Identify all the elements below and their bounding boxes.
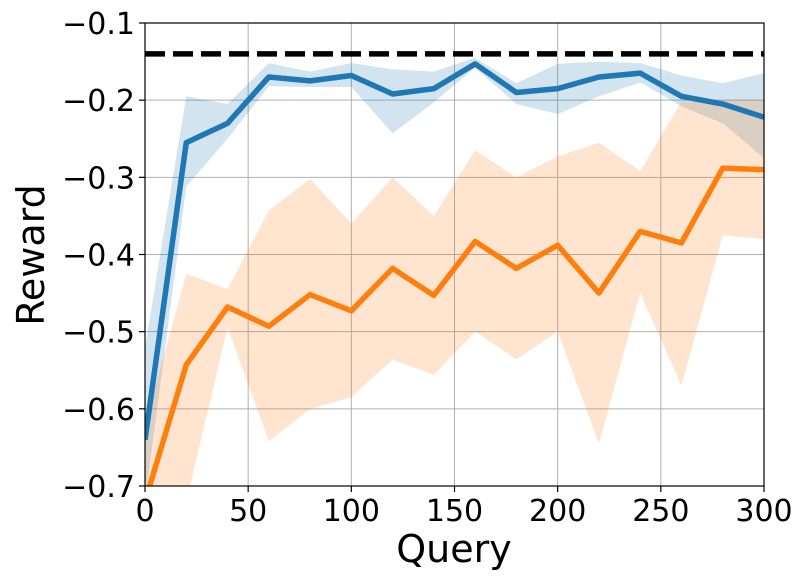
y-tick-label: −0.3 [62,161,135,196]
x-tick-label: 250 [632,494,689,529]
series-2-line [146,165,764,486]
y-axis-label: Reward [9,184,53,326]
x-tick-label: 0 [135,494,154,529]
y-tick-label: −0.5 [62,316,135,351]
series-lines [145,61,764,486]
y-tick-label: −0.1 [62,7,135,42]
x-tick-label: 150 [426,494,483,529]
series-2-band [145,100,764,486]
series-1-line [145,61,764,441]
x-tick-label: 200 [529,494,586,529]
y-tick-label: −0.6 [62,393,135,428]
x-tick-label: 300 [735,494,792,529]
y-tick-label: −0.2 [62,84,135,119]
y-tick-label: −0.7 [62,470,135,505]
x-axis-label: Query [396,527,511,571]
x-tick-label: 50 [229,494,267,529]
ticks: 0 50 100 150 200 250 300 −0.7 −0.6 −0.5 −0.4 −0.3 −0… [62,7,792,529]
y-tick-label: −0.4 [62,239,135,274]
x-tick-label: 100 [323,494,380,529]
